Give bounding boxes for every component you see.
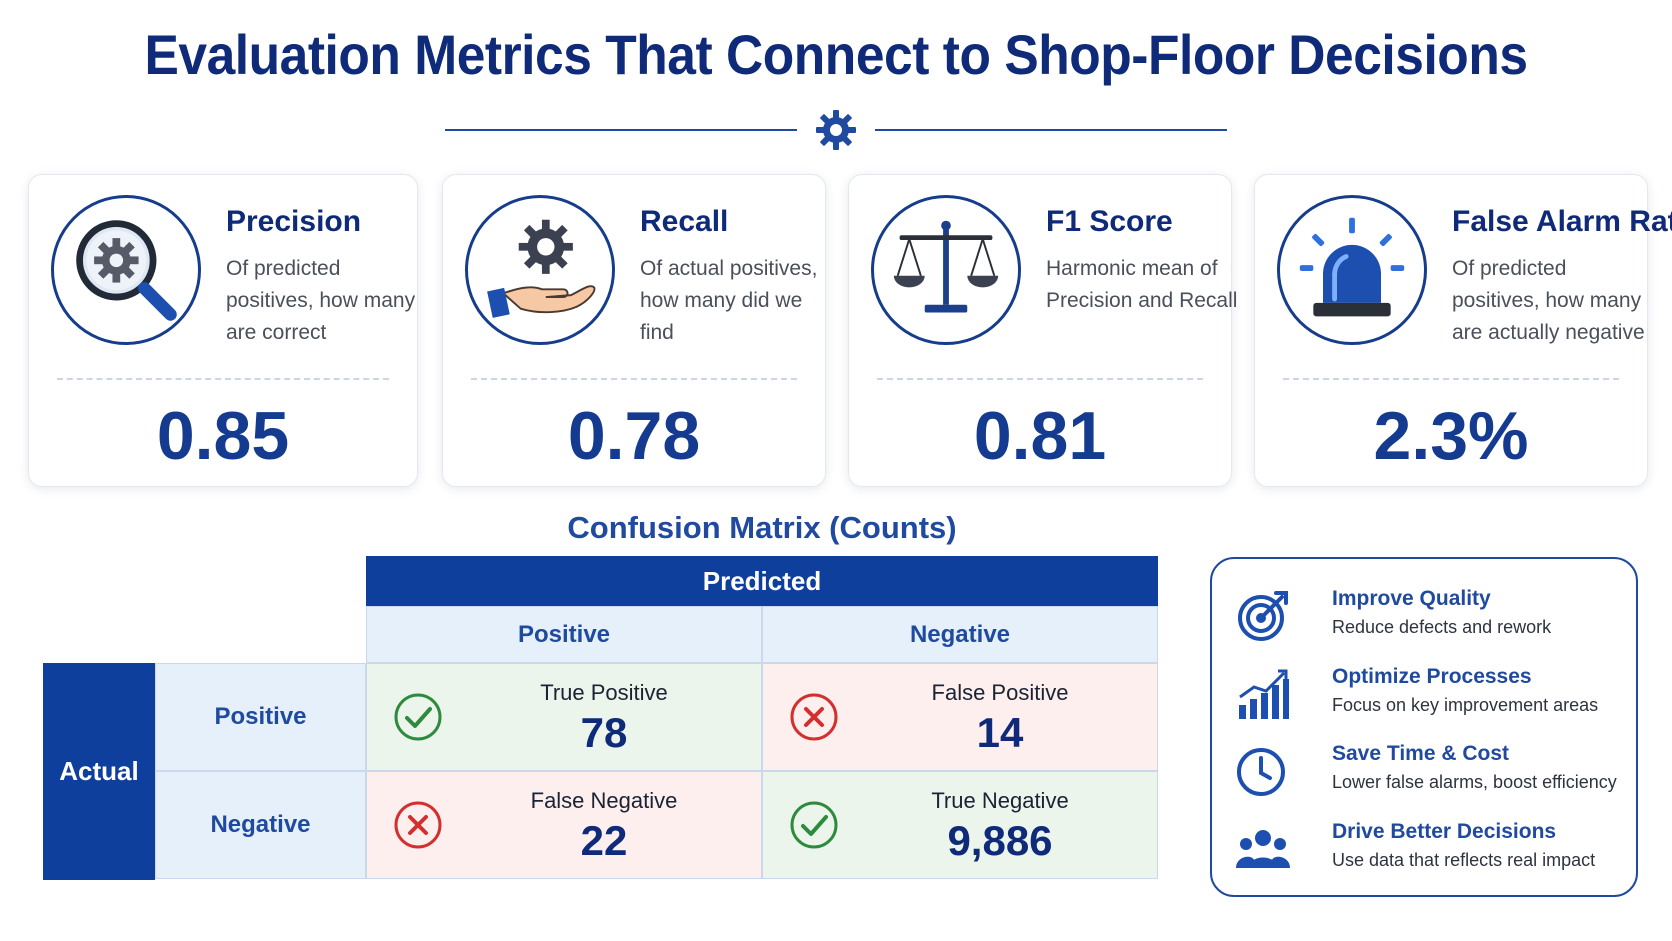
check-icon <box>394 693 442 741</box>
benefits-panel: Improve Quality Reduce defects and rewor… <box>1210 557 1638 897</box>
column-header-positive: Positive <box>366 606 762 663</box>
magnifier-gear-icon <box>51 195 201 345</box>
balance-scale-icon <box>871 195 1021 345</box>
title-divider <box>445 108 1227 152</box>
benefit-title: Drive Better Decisions <box>1332 820 1557 843</box>
cell-false-positive: False Positive 14 <box>762 663 1158 771</box>
cell-label: False Negative <box>530 788 678 813</box>
metric-value: 0.85 <box>156 398 290 474</box>
benefit-title: Optimize Processes <box>1332 665 1532 688</box>
x-icon <box>790 693 838 741</box>
metric-title: Recall <box>640 205 729 238</box>
divider-line-left <box>445 129 797 131</box>
gear-icon <box>816 110 856 150</box>
divider-line-right <box>875 129 1227 131</box>
benefit-item-save-time-cost: Save Time & Cost Lower false alarms, boo… <box>1236 740 1626 800</box>
metric-description: Harmonic mean of Precision and Recall <box>1046 257 1238 312</box>
cell-count: 22 <box>580 817 628 864</box>
benefit-item-improve-quality: Improve Quality Reduce defects and rewor… <box>1236 585 1626 645</box>
bar-chart-growth-icon <box>1239 669 1289 719</box>
cell-label: False Positive <box>931 680 1069 705</box>
cell-true-negative: True Negative 9,886 <box>762 771 1158 879</box>
metric-card-recall: Recall Of actual positives, how many did… <box>442 174 826 487</box>
cell-count: 78 <box>580 709 628 756</box>
benefit-description: Use data that reflects real impact <box>1332 850 1596 870</box>
cell-label: True Positive <box>540 680 668 705</box>
siren-alarm-icon <box>1277 195 1427 345</box>
metric-description: Of predicted positives, how many are cor… <box>226 257 416 344</box>
metric-card-f1-score: F1 Score Harmonic mean of Precision and … <box>848 174 1237 487</box>
metric-title: False Alarm Rate <box>1452 205 1672 238</box>
benefit-description: Lower false alarms, boost efficiency <box>1332 772 1617 792</box>
cell-count: 9,886 <box>947 817 1053 864</box>
cell-true-positive: True Positive 78 <box>366 663 762 771</box>
cell-count: 14 <box>976 709 1024 756</box>
hand-gear-icon <box>465 195 615 345</box>
cell-false-negative: False Negative 22 <box>366 771 762 879</box>
benefit-title: Improve Quality <box>1332 587 1491 610</box>
x-icon <box>394 801 442 849</box>
metric-card-false-alarm-rate: False Alarm Rate Of predicted positives,… <box>1254 174 1672 487</box>
metric-value: 0.78 <box>567 398 701 474</box>
check-icon <box>790 801 838 849</box>
card-divider <box>471 378 797 380</box>
confusion-matrix-title: Confusion Matrix (Counts) <box>567 510 957 545</box>
people-group-icon <box>1236 830 1290 868</box>
card-divider <box>877 378 1203 380</box>
metric-title: Precision <box>226 205 362 238</box>
card-divider <box>1283 378 1619 380</box>
benefit-description: Reduce defects and rework <box>1332 617 1552 637</box>
benefit-item-optimize-processes: Optimize Processes Focus on key improvem… <box>1236 663 1626 723</box>
metric-value: 0.81 <box>973 398 1107 474</box>
cell-label: True Negative <box>931 788 1069 813</box>
benefit-description: Focus on key improvement areas <box>1332 695 1599 715</box>
card-divider <box>57 378 389 380</box>
row-header-negative: Negative <box>155 771 366 879</box>
row-header-positive: Positive <box>155 663 366 771</box>
column-header-negative: Negative <box>762 606 1158 663</box>
benefit-item-drive-better-decisions: Drive Better Decisions Use data that ref… <box>1236 818 1626 878</box>
benefit-title: Save Time & Cost <box>1332 742 1510 765</box>
metric-title: F1 Score <box>1046 205 1173 238</box>
clock-icon <box>1237 748 1285 796</box>
metric-description: Of actual positives, how many did we fin… <box>640 257 818 344</box>
metric-value: 2.3% <box>1373 398 1529 474</box>
metric-description: Of predicted positives, how many are act… <box>1452 257 1645 344</box>
metric-card-precision: Precision Of predicted positives, how ma… <box>28 174 418 487</box>
target-icon <box>1238 591 1288 641</box>
page-title: Evaluation Metrics That Connect to Shop-… <box>144 23 1528 86</box>
actual-header: Actual <box>43 663 155 880</box>
predicted-header: Predicted <box>366 556 1158 606</box>
